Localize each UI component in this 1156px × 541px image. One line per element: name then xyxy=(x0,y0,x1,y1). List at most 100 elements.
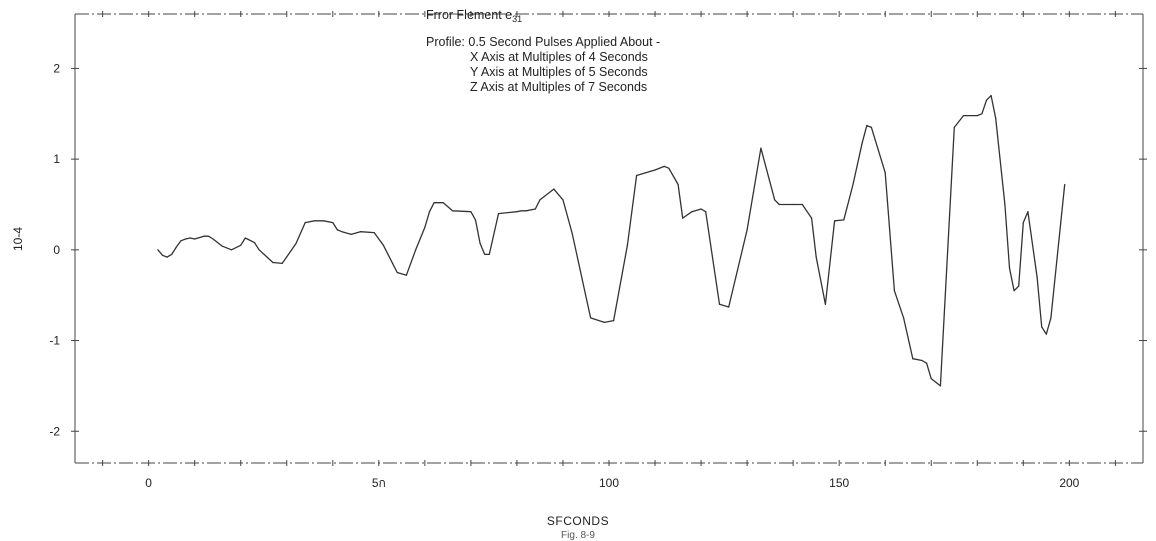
data-point xyxy=(926,362,928,364)
y-tick-label: -2 xyxy=(49,424,60,438)
data-point xyxy=(995,117,997,119)
data-point xyxy=(451,210,454,212)
data-point xyxy=(962,115,965,117)
data-point xyxy=(1064,183,1066,186)
data-point xyxy=(613,320,615,322)
data-point xyxy=(626,244,629,246)
data-point xyxy=(976,115,978,117)
data-point xyxy=(705,211,707,213)
y-axis-label: 10-4 xyxy=(11,226,25,252)
data-point xyxy=(479,242,481,245)
data-point xyxy=(778,203,780,206)
y-tick-label: -1 xyxy=(49,334,60,348)
data-point xyxy=(1050,317,1052,319)
subtitle-line-2: Y Axis at Multiples of 5 Seconds xyxy=(470,65,648,79)
data-point xyxy=(520,210,523,212)
data-point xyxy=(212,238,214,240)
data-point xyxy=(428,211,431,213)
chart-title-text: Frror Flement e xyxy=(426,8,513,22)
data-point xyxy=(870,126,873,128)
data-point xyxy=(636,174,638,177)
data-point xyxy=(474,219,477,221)
data-point xyxy=(1027,211,1029,213)
y-tick-label: 0 xyxy=(53,243,60,257)
data-point xyxy=(442,202,444,204)
data-point xyxy=(373,232,375,234)
subtitle-line-0: Profile: 0.5 Second Pulses Applied About… xyxy=(426,35,661,49)
data-point xyxy=(1008,267,1011,269)
data-point xyxy=(553,188,555,190)
x-tick-label: 100 xyxy=(599,476,619,490)
data-point xyxy=(350,233,352,235)
data-point xyxy=(893,290,896,292)
data-point xyxy=(921,359,923,362)
subtitle-line-1: X Axis at Multiples of 4 Seconds xyxy=(470,50,648,64)
data-point xyxy=(244,237,246,239)
data-point xyxy=(939,385,942,387)
x-tick-label: 5ก xyxy=(372,476,386,490)
data-point xyxy=(953,126,955,128)
data-point xyxy=(590,317,592,319)
data-point xyxy=(930,378,932,380)
data-point xyxy=(488,253,490,255)
data-point xyxy=(824,303,827,305)
data-point xyxy=(295,242,297,245)
data-point xyxy=(866,125,868,127)
data-point xyxy=(571,232,573,235)
subtitle-line-3: Z Axis at Multiples of 7 Seconds xyxy=(470,80,648,94)
data-point xyxy=(1036,276,1038,278)
data-point xyxy=(332,222,334,224)
data-point xyxy=(912,358,914,360)
data-point xyxy=(792,203,794,206)
data-point xyxy=(382,244,384,246)
y-tick-label: 2 xyxy=(53,61,60,75)
data-point xyxy=(396,271,398,274)
data-point xyxy=(171,253,173,255)
data-point xyxy=(760,147,762,149)
data-point xyxy=(834,220,836,222)
data-point xyxy=(981,113,983,115)
data-point xyxy=(415,249,417,251)
data-point xyxy=(801,203,803,206)
x-axis-ticks: 0 5ก 100 150 200 xyxy=(145,476,1079,490)
data-point xyxy=(677,183,679,186)
data-point xyxy=(470,211,472,213)
data-point xyxy=(253,242,256,244)
data-point xyxy=(433,202,435,204)
data-point xyxy=(562,199,564,201)
x-axis-label: SFCONDS xyxy=(546,514,610,528)
chart-title: Frror Flement e31 xyxy=(426,8,660,27)
data-point xyxy=(240,244,242,246)
data-point xyxy=(774,199,776,201)
data-point xyxy=(272,261,274,264)
data-point xyxy=(516,211,518,213)
data-point xyxy=(718,303,721,305)
data-point xyxy=(166,256,168,258)
data-point xyxy=(230,249,233,251)
data-point xyxy=(405,274,407,276)
data-point xyxy=(194,238,196,240)
x-tick-label: 200 xyxy=(1059,476,1079,490)
data-point xyxy=(1045,333,1047,335)
y-tick-label: 1 xyxy=(53,152,60,166)
data-point xyxy=(668,167,670,169)
data-point xyxy=(534,208,536,210)
x-tick-label: 150 xyxy=(829,476,849,490)
data-point xyxy=(746,229,748,231)
figure-caption: Fig. 8-9 xyxy=(561,530,595,541)
data-point xyxy=(203,235,205,237)
y-axis-ticks: 2 1 0 -1 -2 xyxy=(49,61,1147,438)
data-point xyxy=(985,99,988,101)
data-point xyxy=(1004,203,1006,206)
data-point xyxy=(313,220,315,222)
data-point xyxy=(728,306,730,308)
data-series xyxy=(157,94,1066,387)
data-point xyxy=(175,246,177,248)
data-point xyxy=(323,220,325,222)
chart-title-subscript: 31 xyxy=(512,14,523,24)
data-point xyxy=(359,231,361,233)
data-point xyxy=(180,240,182,242)
data-point xyxy=(336,229,338,231)
data-point xyxy=(663,165,665,167)
